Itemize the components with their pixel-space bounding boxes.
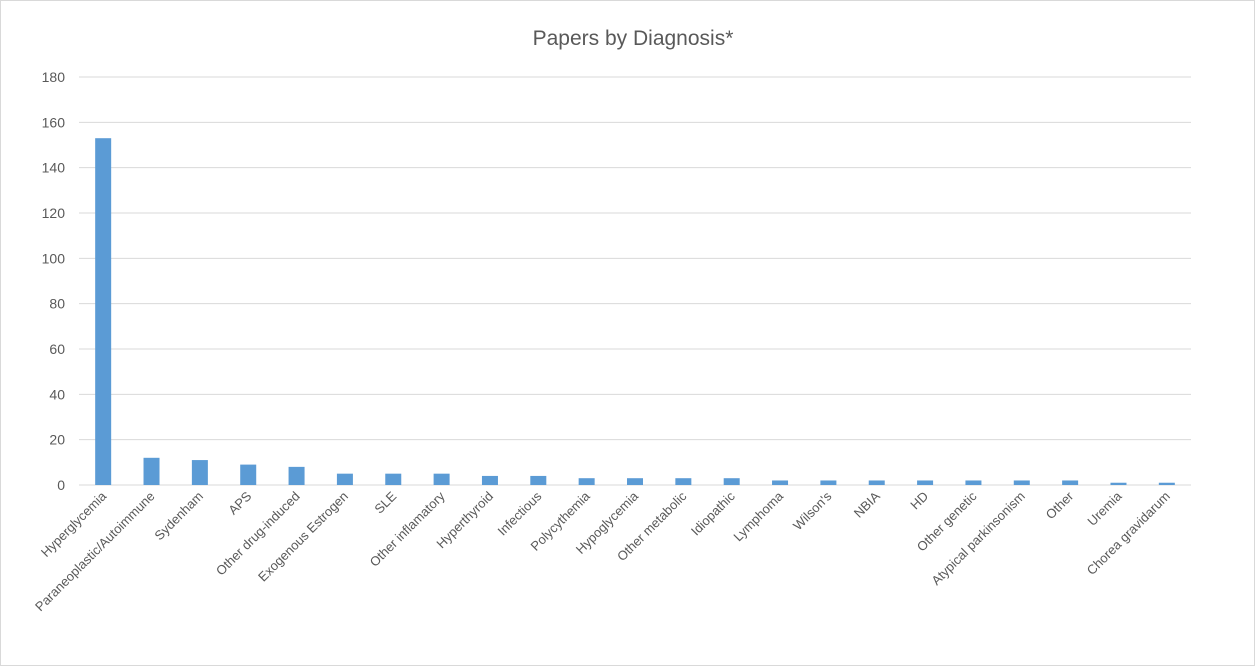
bar-1 <box>143 457 160 485</box>
chart-title: Papers by Diagnosis* <box>533 27 734 50</box>
x-tick-label: Sydenham <box>151 489 206 544</box>
y-tick-label: 180 <box>42 69 66 85</box>
bar-16 <box>868 480 885 485</box>
bar-12 <box>675 478 692 485</box>
x-tick-label: SLE <box>371 488 399 516</box>
bar-3 <box>240 464 257 485</box>
y-tick-label: 100 <box>42 250 66 266</box>
x-tick-label: Other drug-induced <box>213 489 303 579</box>
bar-22 <box>1158 482 1175 485</box>
bar-9 <box>530 475 547 485</box>
bar-6 <box>385 473 402 485</box>
y-tick-label: 40 <box>49 386 65 402</box>
x-tick-label: Atypical parkinsonism <box>928 489 1028 589</box>
y-tick-label: 20 <box>49 432 65 448</box>
bar-14 <box>772 480 789 485</box>
x-tick-label: Chorea gravidarum <box>1084 489 1173 578</box>
bar-19 <box>1013 480 1030 485</box>
bar-20 <box>1062 480 1079 485</box>
bar-8 <box>481 475 498 485</box>
x-tick-label: Wilson's <box>790 488 835 533</box>
bar-5 <box>336 473 353 485</box>
y-tick-label: 60 <box>49 341 65 357</box>
bars <box>95 138 1175 485</box>
x-tick-label: Uremia <box>1084 488 1125 529</box>
x-tick-label: APS <box>225 488 254 517</box>
x-tick-label: Infectious <box>494 488 544 538</box>
y-tick-label: 160 <box>42 114 66 130</box>
x-tick-label: Exogenous Estrogen <box>255 489 351 585</box>
y-tick-label: 80 <box>49 296 65 312</box>
y-tick-label: 0 <box>57 477 65 493</box>
bar-18 <box>965 480 982 485</box>
bar-17 <box>917 480 934 485</box>
bar-11 <box>627 478 643 485</box>
bar-15 <box>820 480 837 485</box>
x-tick-label: Other <box>1043 488 1077 522</box>
x-tick-label: HD <box>907 489 931 513</box>
bar-2 <box>191 460 208 485</box>
x-tick-label: Idiopathic <box>688 488 738 538</box>
y-tick-label: 140 <box>42 160 66 176</box>
x-tick-label: Lymphoma <box>730 488 786 544</box>
bar-10 <box>578 478 595 485</box>
x-axis-ticks: HyperglycemiaParaneoplastic/AutoimmuneSy… <box>32 488 1173 614</box>
y-axis-ticks: 0 20 40 60 80 100 120 140 160 180 <box>42 69 66 493</box>
bar-0 <box>95 138 112 485</box>
bar-13 <box>723 478 740 485</box>
bar-21 <box>1110 482 1127 485</box>
y-tick-label: 120 <box>42 205 66 221</box>
gridlines <box>79 76 1191 486</box>
bar-7 <box>433 473 450 485</box>
bar-4 <box>288 466 305 485</box>
x-tick-label: NBIA <box>851 488 883 520</box>
